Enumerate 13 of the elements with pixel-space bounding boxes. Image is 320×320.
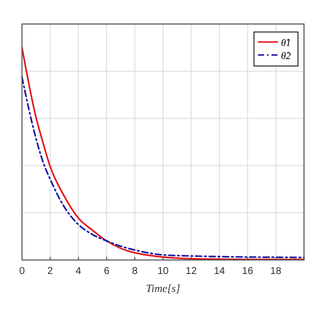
x-tick-label: 16	[242, 266, 254, 277]
legend-label: θ̂1	[281, 38, 291, 49]
x-tick-label: 8	[132, 266, 138, 277]
x-tick-label: 14	[214, 266, 226, 277]
x-tick-label: 2	[47, 266, 54, 277]
x-tick-label: 10	[157, 266, 169, 277]
x-tick-label: 12	[186, 266, 198, 277]
x-tick-label: 6	[104, 266, 110, 277]
x-tick-label: 18	[270, 266, 282, 277]
x-tick-label: 4	[76, 266, 82, 277]
legend-label: θ̂2	[281, 51, 291, 62]
x-tick-label: 0	[19, 266, 26, 277]
x-axis-title: Time[s]	[146, 283, 180, 295]
